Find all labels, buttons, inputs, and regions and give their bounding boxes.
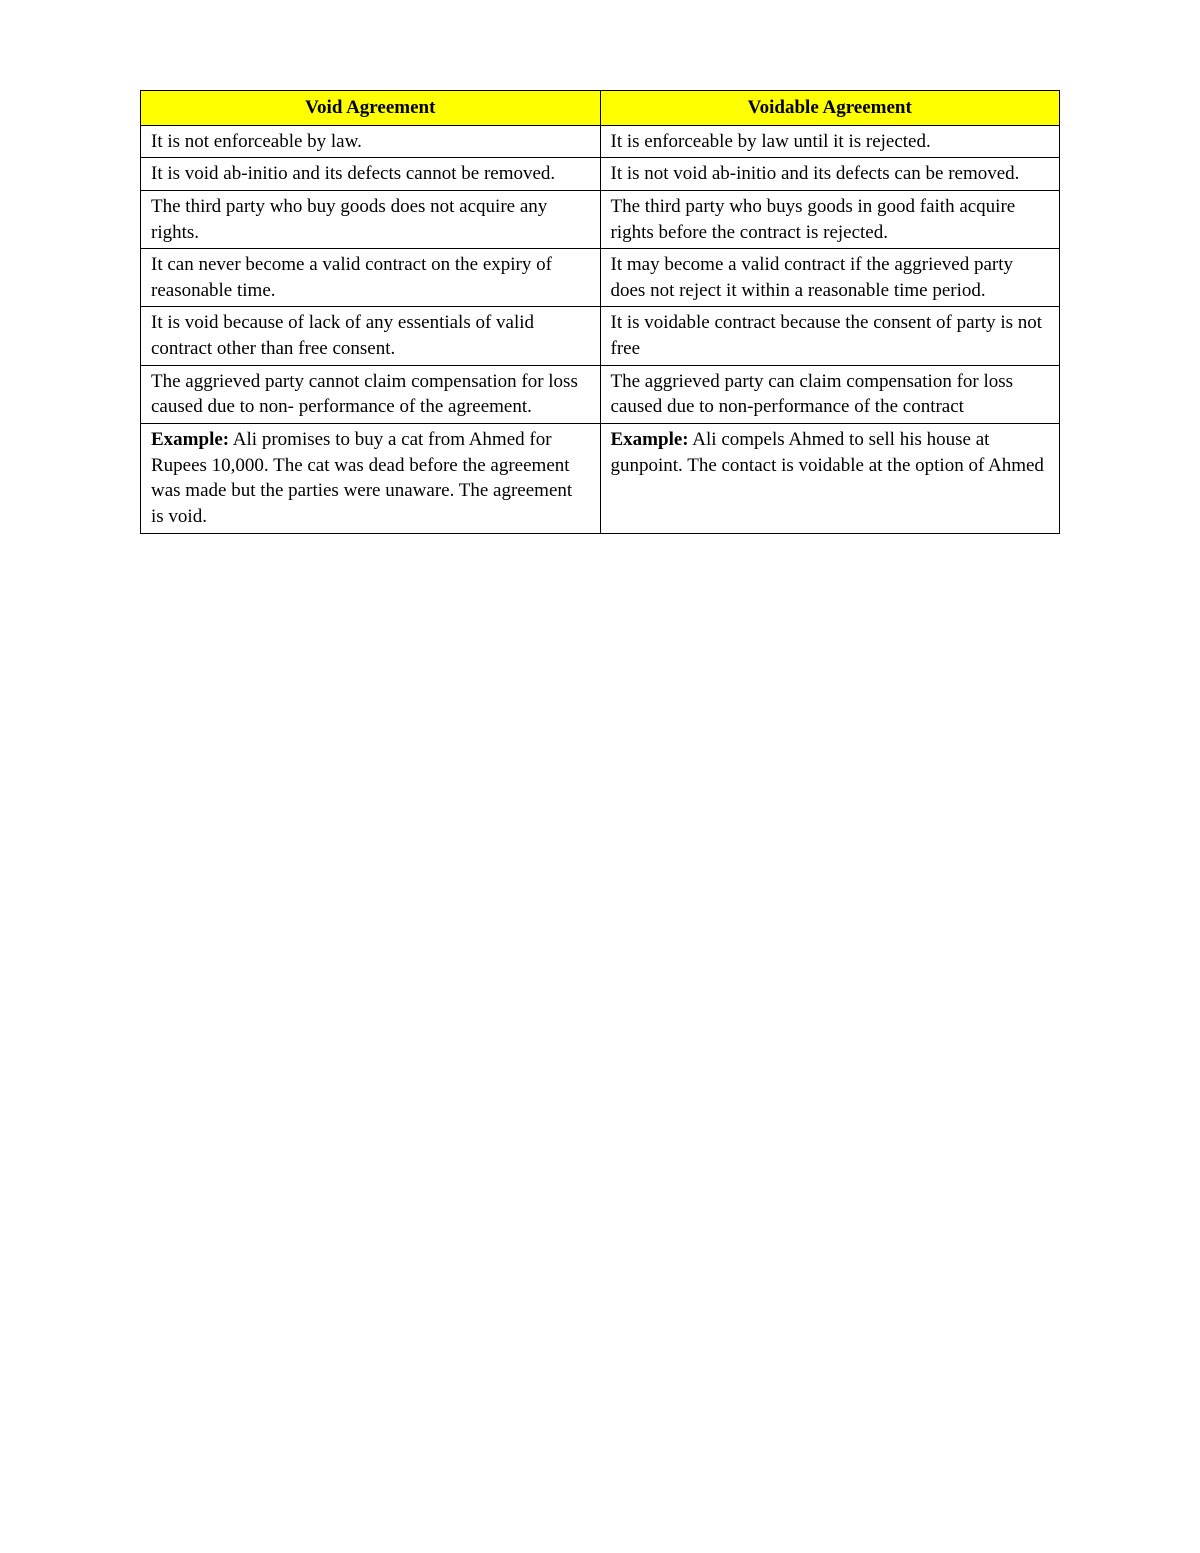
table-row: Example: Ali promises to buy a cat from … (141, 424, 1060, 534)
table-row: It is void ab-initio and its defects can… (141, 158, 1060, 191)
cell-voidable: It is enforceable by law until it is rej… (600, 125, 1060, 158)
table-row: It can never become a valid contract on … (141, 249, 1060, 307)
cell-voidable: It may become a valid contract if the ag… (600, 249, 1060, 307)
cell-voidable-example: Example: Ali compels Ahmed to sell his h… (600, 424, 1060, 534)
cell-voidable: It is voidable contract because the cons… (600, 307, 1060, 365)
cell-void: It is void because of lack of any essent… (141, 307, 601, 365)
cell-voidable: The aggrieved party can claim compensati… (600, 365, 1060, 423)
cell-void: It can never become a valid contract on … (141, 249, 601, 307)
comparison-table: Void Agreement Voidable Agreement It is … (140, 90, 1060, 534)
example-label: Example: (151, 429, 229, 450)
table-row: It is not enforceable by law. It is enfo… (141, 125, 1060, 158)
cell-void: It is void ab-initio and its defects can… (141, 158, 601, 191)
column-header-void: Void Agreement (141, 91, 601, 126)
table-row: The aggrieved party cannot claim compens… (141, 365, 1060, 423)
cell-void: The third party who buy goods does not a… (141, 190, 601, 248)
cell-void-example: Example: Ali promises to buy a cat from … (141, 424, 601, 534)
column-header-voidable: Voidable Agreement (600, 91, 1060, 126)
table-row: The third party who buy goods does not a… (141, 190, 1060, 248)
cell-void: The aggrieved party cannot claim compens… (141, 365, 601, 423)
cell-voidable: It is not void ab-initio and its defects… (600, 158, 1060, 191)
example-label: Example: (611, 429, 689, 450)
table-header-row: Void Agreement Voidable Agreement (141, 91, 1060, 126)
cell-voidable: The third party who buys goods in good f… (600, 190, 1060, 248)
table-row: It is void because of lack of any essent… (141, 307, 1060, 365)
cell-void: It is not enforceable by law. (141, 125, 601, 158)
comparison-table-container: Void Agreement Voidable Agreement It is … (140, 90, 1060, 534)
